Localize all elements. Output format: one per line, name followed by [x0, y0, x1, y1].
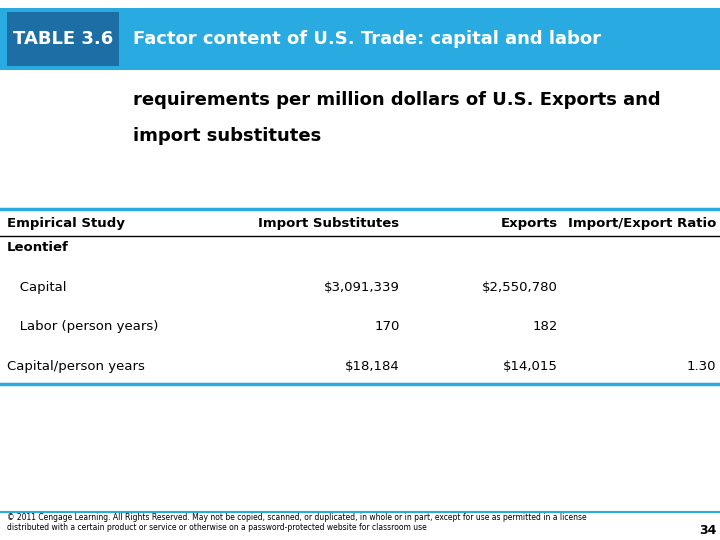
Text: Labor (person years): Labor (person years)	[7, 320, 158, 333]
Text: import substitutes: import substitutes	[133, 127, 321, 145]
Text: $2,550,780: $2,550,780	[482, 281, 558, 294]
FancyBboxPatch shape	[7, 12, 119, 66]
Text: Leontief: Leontief	[7, 241, 69, 254]
Text: $18,184: $18,184	[345, 360, 400, 373]
Text: © 2011 Cengage Learning. All Rights Reserved. May not be copied, scanned, or dup: © 2011 Cengage Learning. All Rights Rese…	[7, 513, 587, 532]
Text: 1.30: 1.30	[687, 360, 716, 373]
Text: Factor content of U.S. Trade: capital and labor: Factor content of U.S. Trade: capital an…	[133, 30, 601, 48]
Text: Capital: Capital	[7, 281, 67, 294]
FancyBboxPatch shape	[0, 8, 720, 70]
Text: 170: 170	[374, 320, 400, 333]
Text: 182: 182	[533, 320, 558, 333]
Text: 34: 34	[699, 524, 716, 537]
Text: Import Substitutes: Import Substitutes	[258, 217, 400, 230]
Text: Capital/person years: Capital/person years	[7, 360, 145, 373]
Text: requirements per million dollars of U.S. Exports and: requirements per million dollars of U.S.…	[133, 91, 661, 109]
Text: TABLE 3.6: TABLE 3.6	[13, 30, 113, 48]
Text: $3,091,339: $3,091,339	[324, 281, 400, 294]
Text: $14,015: $14,015	[503, 360, 558, 373]
Text: Import/Export Ratio: Import/Export Ratio	[568, 217, 716, 230]
Text: Empirical Study: Empirical Study	[7, 217, 125, 230]
Text: Exports: Exports	[501, 217, 558, 230]
